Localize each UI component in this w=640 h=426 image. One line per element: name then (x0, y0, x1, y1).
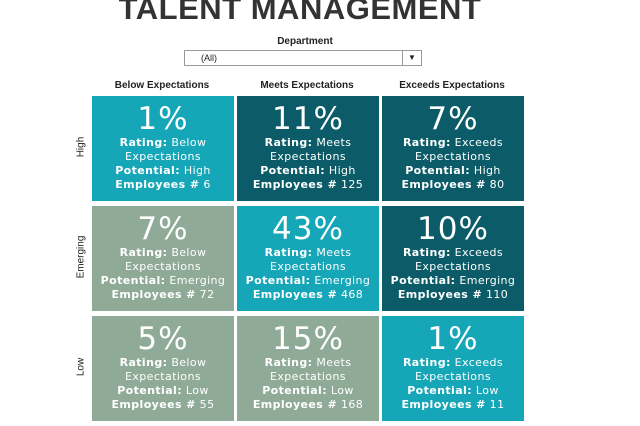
employees-label: Employees # (111, 398, 196, 411)
employees-label: Employees # (252, 178, 338, 191)
department-dropdown-value: (All) (201, 53, 217, 63)
employees-value: 55 (199, 398, 215, 411)
employees-value: 72 (199, 288, 215, 301)
employees-label: Employees # (397, 288, 483, 301)
employees-value: 168 (340, 398, 364, 411)
cell-percentage: 7% (137, 211, 189, 247)
column-header-meets-expectations: Meets Expectations (260, 80, 354, 91)
employees-value: 6 (203, 178, 211, 191)
rating-value-line2: Expectations (415, 150, 491, 163)
grid-cell-low-meets[interactable]: 15% Rating: Meets Expectations Potential… (237, 316, 379, 421)
employees-label: Employees # (401, 398, 486, 411)
row-header-low: Low (75, 357, 87, 377)
employees-value: 125 (340, 178, 364, 191)
employees-label: Employees # (252, 288, 338, 301)
rating-value-line2: Expectations (125, 260, 201, 273)
employees-label: Employees # (401, 178, 486, 191)
cell-percentage: 11% (272, 101, 344, 137)
department-dropdown[interactable]: (All) ▼ (184, 50, 422, 66)
cell-percentage: 1% (137, 101, 189, 137)
grid-cell-emerging-exceeds[interactable]: 10% Rating: Exceeds Expectations Potenti… (382, 206, 524, 311)
potential-value: Low (185, 384, 209, 397)
employees-label: Employees # (252, 398, 338, 411)
rating-value: Meets (316, 136, 352, 149)
rating-label: Rating: (402, 136, 451, 149)
rating-value: Below (171, 356, 207, 369)
potential-label: Potential: (117, 384, 182, 397)
employees-label: Employees # (115, 178, 200, 191)
rating-value: Exceeds (454, 136, 504, 149)
potential-value: Emerging (459, 274, 516, 287)
cell-percentage: 7% (427, 101, 479, 137)
rating-label: Rating: (402, 356, 451, 369)
rating-value-line2: Expectations (415, 260, 491, 273)
rating-value-line2: Expectations (125, 370, 201, 383)
potential-label: Potential: (390, 274, 456, 287)
cell-percentage: 15% (272, 321, 344, 357)
potential-label: Potential: (100, 274, 166, 287)
potential-label: Potential: (405, 164, 470, 177)
rating-value: Meets (316, 356, 352, 369)
potential-value: Emerging (169, 274, 226, 287)
potential-value: High (183, 164, 211, 177)
employees-value: 110 (485, 288, 509, 301)
rating-value: Below (171, 136, 207, 149)
cell-percentage: 10% (417, 211, 489, 247)
department-filter-label: Department (277, 36, 333, 47)
grid-cell-high-meets[interactable]: 11% Rating: Meets Expectations Potential… (237, 96, 379, 201)
rating-value-line2: Expectations (270, 370, 346, 383)
employees-value: 468 (340, 288, 364, 301)
rating-value: Below (171, 246, 207, 259)
grid-cell-high-below[interactable]: 1% Rating: Below Expectations Potential:… (92, 96, 234, 201)
page-title: TALENT MANAGEMENT (118, 0, 482, 26)
grid-cell-emerging-meets[interactable]: 43% Rating: Meets Expectations Potential… (237, 206, 379, 311)
grid-cell-emerging-below[interactable]: 7% Rating: Below Expectations Potential:… (92, 206, 234, 311)
rating-value-line2: Expectations (415, 370, 491, 383)
potential-value: Low (330, 384, 354, 397)
rating-value: Meets (316, 246, 352, 259)
employees-value: 80 (489, 178, 505, 191)
rating-value-line2: Expectations (125, 150, 201, 163)
rating-value: Exceeds (454, 356, 504, 369)
rating-label: Rating: (119, 356, 168, 369)
potential-value: High (328, 164, 356, 177)
cell-percentage: 1% (427, 321, 479, 357)
grid-cell-high-exceeds[interactable]: 7% Rating: Exceeds Expectations Potentia… (382, 96, 524, 201)
potential-value: Low (475, 384, 499, 397)
potential-value: High (473, 164, 501, 177)
grid-cell-low-exceeds[interactable]: 1% Rating: Exceeds Expectations Potentia… (382, 316, 524, 421)
rating-label: Rating: (264, 246, 313, 259)
cell-percentage: 5% (137, 321, 189, 357)
dropdown-arrow-icon[interactable]: ▼ (402, 51, 421, 65)
rating-value-line2: Expectations (270, 260, 346, 273)
rating-value: Exceeds (454, 246, 504, 259)
employees-value: 11 (489, 398, 505, 411)
rating-value-line2: Expectations (270, 150, 346, 163)
column-header-exceeds-expectations: Exceeds Expectations (399, 80, 505, 91)
row-header-high: High (75, 136, 87, 158)
cell-percentage: 43% (272, 211, 344, 247)
potential-value: Emerging (314, 274, 371, 287)
potential-label: Potential: (115, 164, 180, 177)
potential-label: Potential: (260, 164, 325, 177)
rating-label: Rating: (119, 136, 168, 149)
rating-label: Rating: (264, 356, 313, 369)
rating-label: Rating: (264, 136, 313, 149)
potential-label: Potential: (262, 384, 327, 397)
potential-label: Potential: (245, 274, 311, 287)
grid-cell-low-below[interactable]: 5% Rating: Below Expectations Potential:… (92, 316, 234, 421)
row-header-emerging: Emerging (75, 235, 87, 279)
employees-label: Employees # (111, 288, 196, 301)
rating-label: Rating: (402, 246, 451, 259)
potential-label: Potential: (407, 384, 472, 397)
column-header-below-expectations: Below Expectations (114, 80, 210, 91)
rating-label: Rating: (119, 246, 168, 259)
